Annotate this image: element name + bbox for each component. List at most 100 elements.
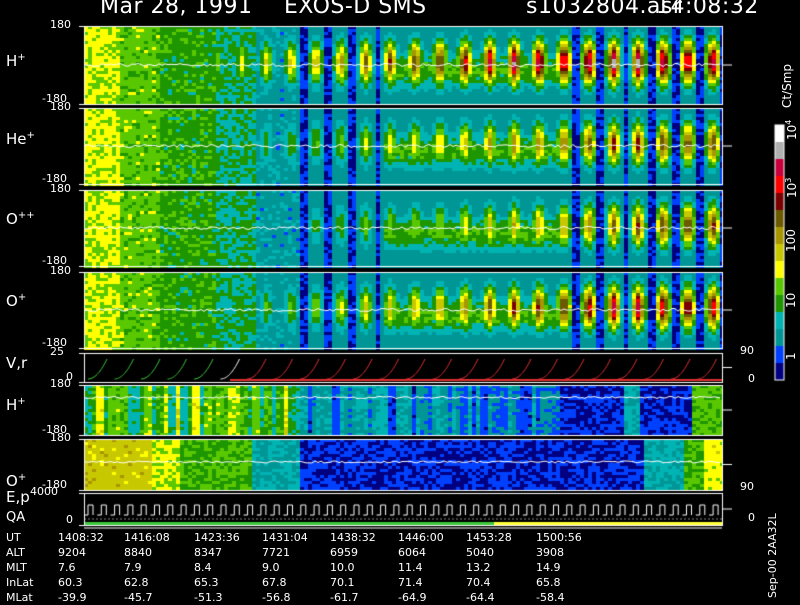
table-row-alt: ALT 9204 8840 8347 7721 6959 6064 5040 3908 xyxy=(0,546,800,560)
table-row-label: MLT xyxy=(6,561,27,574)
table-cell: 8.4 xyxy=(194,561,212,574)
colorbar-tick-sup: 3 xyxy=(784,177,793,183)
panel-label-h2: H+ xyxy=(6,396,26,414)
table-row-mlat: MLat -39.9 -45.7 -51.3 -56.8 -61.7 -64.9 -64.4 -… xyxy=(0,591,800,605)
table-row-label: ALT xyxy=(6,546,25,559)
table-row-inlat: InLat 60.3 62.8 65.3 67.8 70.1 71.4 70.4 65.8 xyxy=(0,576,800,590)
panel-label-sup: + xyxy=(26,130,35,141)
panel-label-text: V,r xyxy=(6,354,28,372)
table-row-ut: UT 1408:32 1416:08 1423:36 1431:04 1438:32 144… xyxy=(0,531,800,545)
panel-label-text: H xyxy=(6,52,18,70)
table-cell: 10.0 xyxy=(330,561,355,574)
colorbar-unit-label: Ct/Smp xyxy=(780,63,794,108)
panel-label-h1: H+ xyxy=(6,52,26,70)
panel-bottom-tick-he: -180 xyxy=(42,172,67,185)
table-cell: -39.9 xyxy=(58,591,87,604)
colorbar-tick-label: 103 xyxy=(784,178,799,198)
panel-label-sup: + xyxy=(17,396,26,407)
table-cell: -64.4 xyxy=(466,591,495,604)
table-cell: 65.3 xyxy=(194,576,219,589)
panel-label-sup: + xyxy=(17,52,26,63)
right-axis-o2-bottom: 90 xyxy=(740,480,754,493)
table-cell: 70.1 xyxy=(330,576,355,589)
panel-label-text: O xyxy=(6,472,18,490)
panel-top-tick-ep: 4000 xyxy=(30,485,58,498)
panel-bottom-tick-o1: -180 xyxy=(42,336,67,349)
table-cell: 3908 xyxy=(536,546,564,559)
panel-label-o2: O+ xyxy=(6,472,26,490)
table-row-label: UT xyxy=(6,531,21,544)
panel-label-ep: E,p xyxy=(6,488,30,506)
table-cell: 1446:00 xyxy=(398,531,444,544)
colorbar-tick-text: 10 xyxy=(784,292,798,308)
colorbar-tick-text: 100 xyxy=(784,229,798,252)
table-cell: -64.9 xyxy=(398,591,427,604)
panel-bottom-tick-o2: -180 xyxy=(42,478,67,491)
colorbar-tick-text: 1 xyxy=(784,352,798,360)
table-row-mlt: MLT 7.6 7.9 8.4 9.0 10.0 11.4 13.2 14.9 xyxy=(0,561,800,575)
panel-label-sup: + xyxy=(17,292,27,303)
table-cell: 1431:04 xyxy=(262,531,308,544)
colorbar-tick-text: 10 xyxy=(785,182,799,198)
table-cell: 70.4 xyxy=(466,576,491,589)
panel-label-vr: V,r xyxy=(6,354,27,372)
panel-bottom-tick-h1: -180 xyxy=(42,92,67,105)
colorbar-tick-label: 104 xyxy=(784,120,799,140)
colorbar-tick-sup: 4 xyxy=(784,119,793,125)
panel-label-opp: O++ xyxy=(6,210,35,228)
table-cell: 67.8 xyxy=(262,576,287,589)
chart-title-date: Mar 28, 1991 xyxy=(100,0,253,19)
table-cell: -56.8 xyxy=(262,591,291,604)
right-axis-vr-bottom: 0 xyxy=(748,372,755,385)
chart-title-file: s1032804.asr xyxy=(526,0,683,19)
table-cell: 8347 xyxy=(194,546,222,559)
table-row-label: MLat xyxy=(6,591,33,604)
table-cell: -58.4 xyxy=(536,591,565,604)
panel-bottom-tick-h2: -180 xyxy=(42,423,67,436)
table-cell: 14.9 xyxy=(536,561,561,574)
table-cell: 1416:08 xyxy=(124,531,170,544)
table-cell: -61.7 xyxy=(330,591,359,604)
panel-label-text: E,p xyxy=(6,488,30,506)
table-cell: 1423:36 xyxy=(194,531,240,544)
table-cell: 7.9 xyxy=(124,561,142,574)
panel-top-tick-h2: 180 xyxy=(50,377,71,390)
table-cell: 1500:56 xyxy=(536,531,582,544)
colorbar-tick-label: 1 xyxy=(784,352,798,360)
panel-bottom-tick-ep: 0 xyxy=(66,513,73,526)
table-cell: 13.2 xyxy=(466,561,491,574)
table-cell: 60.3 xyxy=(58,576,83,589)
panel-top-tick-o2: 180 xyxy=(50,431,71,444)
panel-label-text: He xyxy=(6,130,27,148)
panel-top-tick-h1: 180 xyxy=(50,18,71,31)
table-cell: 8840 xyxy=(124,546,152,559)
panel-label-text: O xyxy=(6,210,18,228)
table-cell: 1438:32 xyxy=(330,531,376,544)
table-cell: 65.8 xyxy=(536,576,561,589)
panel-top-tick-opp: 180 xyxy=(50,182,71,195)
panel-bottom-tick-vr: 0 xyxy=(66,370,73,383)
table-cell: 71.4 xyxy=(398,576,423,589)
panel-top-tick-vr: 25 xyxy=(50,345,64,358)
qa-label: QA xyxy=(6,510,26,525)
table-cell: 9204 xyxy=(58,546,86,559)
panel-label-he: He+ xyxy=(6,130,35,148)
panel-bottom-tick-opp: -180 xyxy=(42,254,67,267)
table-cell: 9.0 xyxy=(262,561,280,574)
panel-label-sup: + xyxy=(17,472,27,483)
table-row-label: InLat xyxy=(6,576,34,589)
table-cell: 6064 xyxy=(398,546,426,559)
table-cell: 6959 xyxy=(330,546,358,559)
panel-label-o1: O+ xyxy=(6,292,26,310)
table-cell: -45.7 xyxy=(124,591,153,604)
chart-title-instrument: EXOS-D SMS xyxy=(284,0,427,19)
table-cell: 7721 xyxy=(262,546,290,559)
table-cell: 1453:28 xyxy=(466,531,512,544)
table-cell: 62.8 xyxy=(124,576,149,589)
table-cell: 11.4 xyxy=(398,561,423,574)
right-axis-vr-top: 90 xyxy=(740,344,754,357)
panel-label-text: O xyxy=(6,292,18,310)
table-cell: -51.3 xyxy=(194,591,223,604)
table-cell: 5040 xyxy=(466,546,494,559)
